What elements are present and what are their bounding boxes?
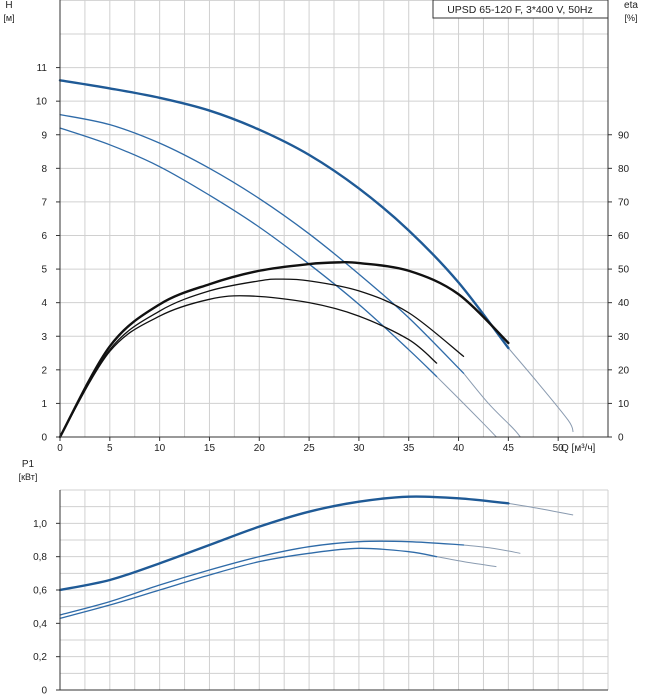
- flow-tick-label: 10: [154, 443, 166, 454]
- chart-title: UPSD 65-120 F, 3*400 V, 50Hz: [447, 4, 593, 16]
- head-tick-label: 2: [41, 365, 47, 376]
- flow-tick-label: 45: [503, 443, 515, 454]
- head-tick-label: 6: [41, 231, 47, 242]
- head-tick-label: 10: [36, 97, 48, 108]
- eta-tick-label: 10: [618, 399, 630, 410]
- power-curve-extension: [436, 556, 497, 568]
- power-curve: [59, 540, 465, 616]
- head-curve: [58, 79, 510, 350]
- eta-tick-label: 50: [618, 265, 630, 276]
- eta-axis-label: eta: [624, 0, 638, 11]
- head-tick-label: 9: [41, 130, 47, 141]
- head-tick-label: 0: [41, 433, 47, 444]
- head-tick-label: 5: [41, 265, 47, 276]
- eta-tick-label: 90: [618, 130, 630, 141]
- power-tick-label: 0: [41, 686, 47, 697]
- flow-tick-label: 25: [304, 443, 316, 454]
- head-curve-extension: [507, 347, 574, 433]
- head-curve: [59, 127, 438, 378]
- head-curve-extension: [436, 376, 497, 438]
- eta-tick-label: 0: [618, 433, 624, 444]
- flow-tick-label: 5: [107, 443, 113, 454]
- eta-tick-label: 70: [618, 197, 630, 208]
- flow-tick-label: 50: [553, 443, 565, 454]
- power-axis-unit: [кВт]: [19, 472, 38, 482]
- flow-tick-label: 40: [453, 443, 465, 454]
- power-curve: [58, 495, 510, 592]
- head-axis-label: H: [5, 0, 12, 11]
- flow-tick-label: 0: [57, 443, 63, 454]
- efficiency-curve: [59, 295, 438, 438]
- power-tick-label: 0,6: [33, 586, 47, 597]
- flow-tick-label: 20: [254, 443, 266, 454]
- eta-tick-label: 30: [618, 332, 630, 343]
- power-chart-axes: 0 0,2 0,4 0,6 0,8 1,0: [33, 490, 608, 697]
- power-axis-label: P1: [22, 459, 35, 470]
- power-tick-label: 0,4: [33, 619, 47, 630]
- head-curve: [59, 113, 465, 374]
- flow-tick-label: 15: [204, 443, 216, 454]
- power-tick-label: 0,2: [33, 652, 47, 663]
- eta-tick-label: 40: [618, 298, 630, 309]
- eta-tick-label: 80: [618, 164, 630, 175]
- power-curve-extension: [463, 544, 521, 554]
- power-curve-extension: [508, 502, 574, 516]
- head-tick-label: 1: [41, 399, 47, 410]
- power-tick-label: 0,8: [33, 552, 47, 563]
- power-curve: [59, 547, 438, 619]
- head-tick-label: 8: [41, 164, 47, 175]
- head-tick-label: 3: [41, 332, 47, 343]
- head-axis-unit: [м]: [3, 13, 14, 23]
- power-chart-curves: [58, 495, 574, 619]
- head-chart-curves: [58, 79, 574, 439]
- head-chart-grid: [59, 0, 609, 438]
- head-tick-label: 4: [41, 298, 47, 309]
- chart-title-box: [432, 0, 609, 19]
- efficiency-curve: [59, 278, 465, 438]
- eta-axis-unit: [%]: [624, 13, 637, 23]
- head-curve-extension: [463, 372, 521, 438]
- head-tick-label: 7: [41, 197, 47, 208]
- flow-tick-label: 35: [403, 443, 415, 454]
- eta-tick-label: 20: [618, 365, 630, 376]
- head-tick-label: 11: [37, 63, 48, 74]
- power-chart-grid: [59, 489, 609, 691]
- flow-tick-label: 30: [353, 443, 365, 454]
- eta-tick-label: 60: [618, 231, 630, 242]
- power-tick-label: 1,0: [33, 519, 47, 530]
- efficiency-curve: [58, 260, 510, 439]
- flow-axis-label: Q [м³/ч]: [561, 443, 596, 454]
